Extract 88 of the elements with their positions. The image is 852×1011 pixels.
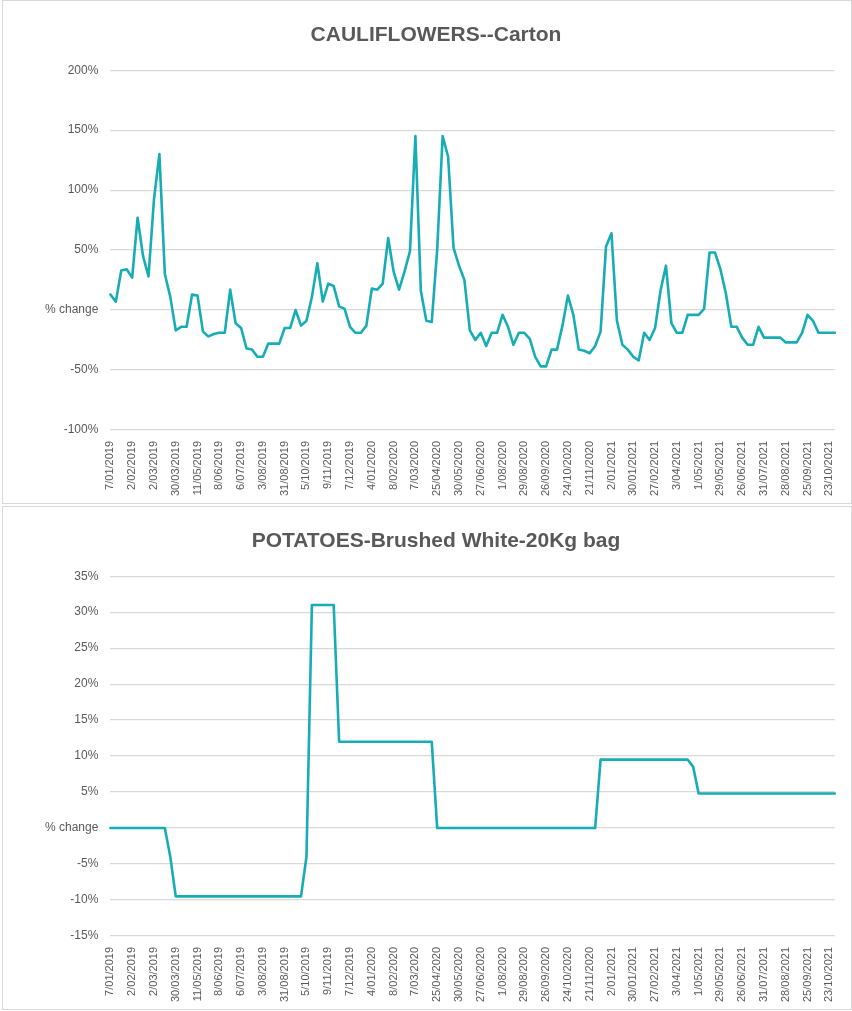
x-tick-label: 2/03/2019 [146, 946, 159, 996]
x-tick-label: 3/04/2021 [669, 440, 682, 490]
y-tick-label: 200% [67, 62, 99, 77]
x-tick-label: 8/02/2020 [386, 440, 399, 490]
x-tick-label: 28/08/2021 [778, 440, 791, 497]
x-tick-label: 9/11/2019 [321, 440, 334, 490]
x-tick-label: 3/08/2019 [255, 946, 268, 996]
x-tick-label: 30/03/2019 [168, 946, 181, 1003]
x-tick-label: 11/05/2019 [190, 946, 203, 1002]
y-tick-label: -50% [70, 362, 99, 377]
x-tick-label: 31/07/2021 [757, 440, 770, 497]
x-tick-label: 5/10/2019 [299, 440, 312, 490]
x-tick-label: 2/01/2021 [604, 440, 617, 490]
x-tick-label: 4/01/2020 [364, 440, 377, 490]
x-tick-label: 23/10/2021 [822, 440, 835, 497]
x-tick-label: 30/03/2019 [168, 440, 181, 497]
x-tick-label: 4/01/2020 [364, 946, 377, 996]
x-tick-label: 25/04/2020 [430, 946, 443, 1003]
x-tick-label: 8/02/2020 [386, 946, 399, 996]
x-tick-label: 1/08/2020 [495, 440, 508, 490]
x-tick-label: 1/05/2021 [691, 440, 704, 490]
y-tick-label: 30% [74, 604, 99, 619]
x-tick-label: 1/08/2020 [495, 946, 508, 996]
x-tick-label: 6/07/2019 [234, 440, 247, 490]
x-tick-label: 31/08/2019 [277, 946, 290, 1003]
x-tick-label: 3/04/2021 [669, 946, 682, 996]
x-tick-label: 29/08/2020 [517, 440, 530, 497]
x-tick-label: 26/09/2020 [539, 946, 552, 1003]
y-tick-label: 100% [67, 182, 99, 197]
x-tick-label: 27/06/2020 [473, 946, 486, 1003]
x-tick-label: 1/05/2021 [691, 946, 704, 996]
y-tick-label: -10% [70, 892, 99, 907]
x-tick-label: 27/06/2020 [473, 440, 486, 497]
x-tick-label: 6/07/2019 [234, 946, 247, 996]
x-tick-label: 29/05/2021 [713, 440, 726, 497]
x-tick-label: 7/12/2019 [343, 946, 356, 996]
x-tick-label: 2/03/2019 [146, 440, 159, 490]
x-tick-label: 27/02/2021 [648, 946, 661, 1003]
x-tick-label: 29/05/2021 [713, 946, 726, 1003]
x-tick-label: 25/04/2020 [430, 440, 443, 497]
x-tick-label: 25/09/2021 [800, 440, 813, 497]
x-tick-label: 11/05/2019 [190, 440, 203, 496]
y-tick-label: 10% [74, 748, 99, 763]
y-tick-label: -15% [70, 928, 99, 943]
x-tick-label: 24/10/2020 [560, 440, 573, 497]
x-tick-label: 2/02/2019 [125, 946, 138, 996]
x-tick-label: 30/01/2021 [626, 946, 639, 1003]
x-tick-label: 7/03/2020 [408, 946, 421, 996]
x-tick-label: 21/11/2020 [582, 946, 595, 1002]
x-tick-label: 2/02/2019 [125, 440, 138, 490]
chart-title: CAULIFLOWERS--Carton [310, 22, 562, 46]
y-tick-label: 15% [74, 712, 99, 727]
y-tick-label: 20% [74, 676, 99, 691]
x-tick-label: 26/06/2021 [735, 946, 748, 1003]
x-tick-label: 7/01/2019 [103, 440, 116, 490]
x-tick-label: 8/06/2019 [212, 946, 225, 996]
y-tick-label: 50% [74, 242, 99, 257]
y-tick-label: 150% [67, 122, 99, 137]
x-tick-label: 9/11/2019 [321, 946, 334, 996]
x-tick-label: 30/01/2021 [626, 440, 639, 497]
y-tick-label: -5% [77, 856, 99, 871]
x-tick-label: 31/08/2019 [277, 440, 290, 497]
x-tick-label: 26/09/2020 [539, 440, 552, 497]
y-tick-label: 5% [81, 784, 99, 799]
chart-title: POTATOES-Brushed White-20Kg bag [251, 528, 621, 552]
y-tick-label: % change [45, 302, 99, 317]
x-tick-label: 25/09/2021 [800, 946, 813, 1003]
x-tick-label: 7/03/2020 [408, 440, 421, 490]
y-tick-label: 25% [74, 640, 99, 655]
x-tick-label: 23/10/2021 [822, 946, 835, 1003]
x-tick-label: 31/07/2021 [757, 946, 770, 1003]
x-tick-label: 3/08/2019 [255, 440, 268, 490]
x-tick-label: 2/01/2021 [604, 946, 617, 996]
x-tick-label: 27/02/2021 [648, 440, 661, 497]
x-tick-label: 30/05/2020 [452, 946, 464, 1003]
x-tick-label: 21/11/2020 [582, 440, 595, 496]
x-tick-label: 26/06/2021 [735, 440, 748, 497]
x-tick-label: 24/10/2020 [560, 946, 573, 1003]
x-tick-label: 29/08/2020 [517, 946, 530, 1003]
x-tick-label: 7/12/2019 [343, 440, 356, 490]
x-tick-label: 7/01/2019 [103, 946, 116, 996]
x-tick-label: 30/05/2020 [452, 440, 464, 497]
x-tick-label: 28/08/2021 [778, 946, 791, 1003]
y-tick-label: -100% [63, 422, 99, 437]
x-tick-label: 5/10/2019 [299, 946, 312, 996]
y-tick-label: 35% [74, 568, 99, 583]
y-tick-label: % change [45, 820, 99, 835]
x-tick-label: 8/06/2019 [212, 440, 225, 490]
